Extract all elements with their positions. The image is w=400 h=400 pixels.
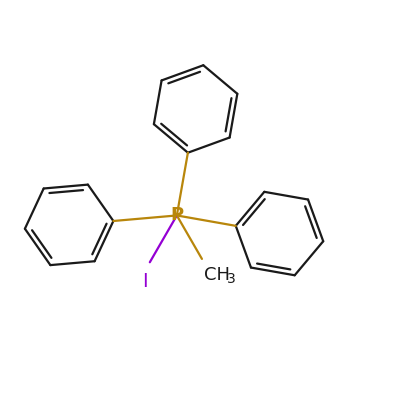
Text: P: P (170, 206, 183, 224)
Text: CH: CH (204, 266, 230, 284)
Text: 3: 3 (227, 272, 236, 286)
Text: I: I (142, 272, 148, 291)
